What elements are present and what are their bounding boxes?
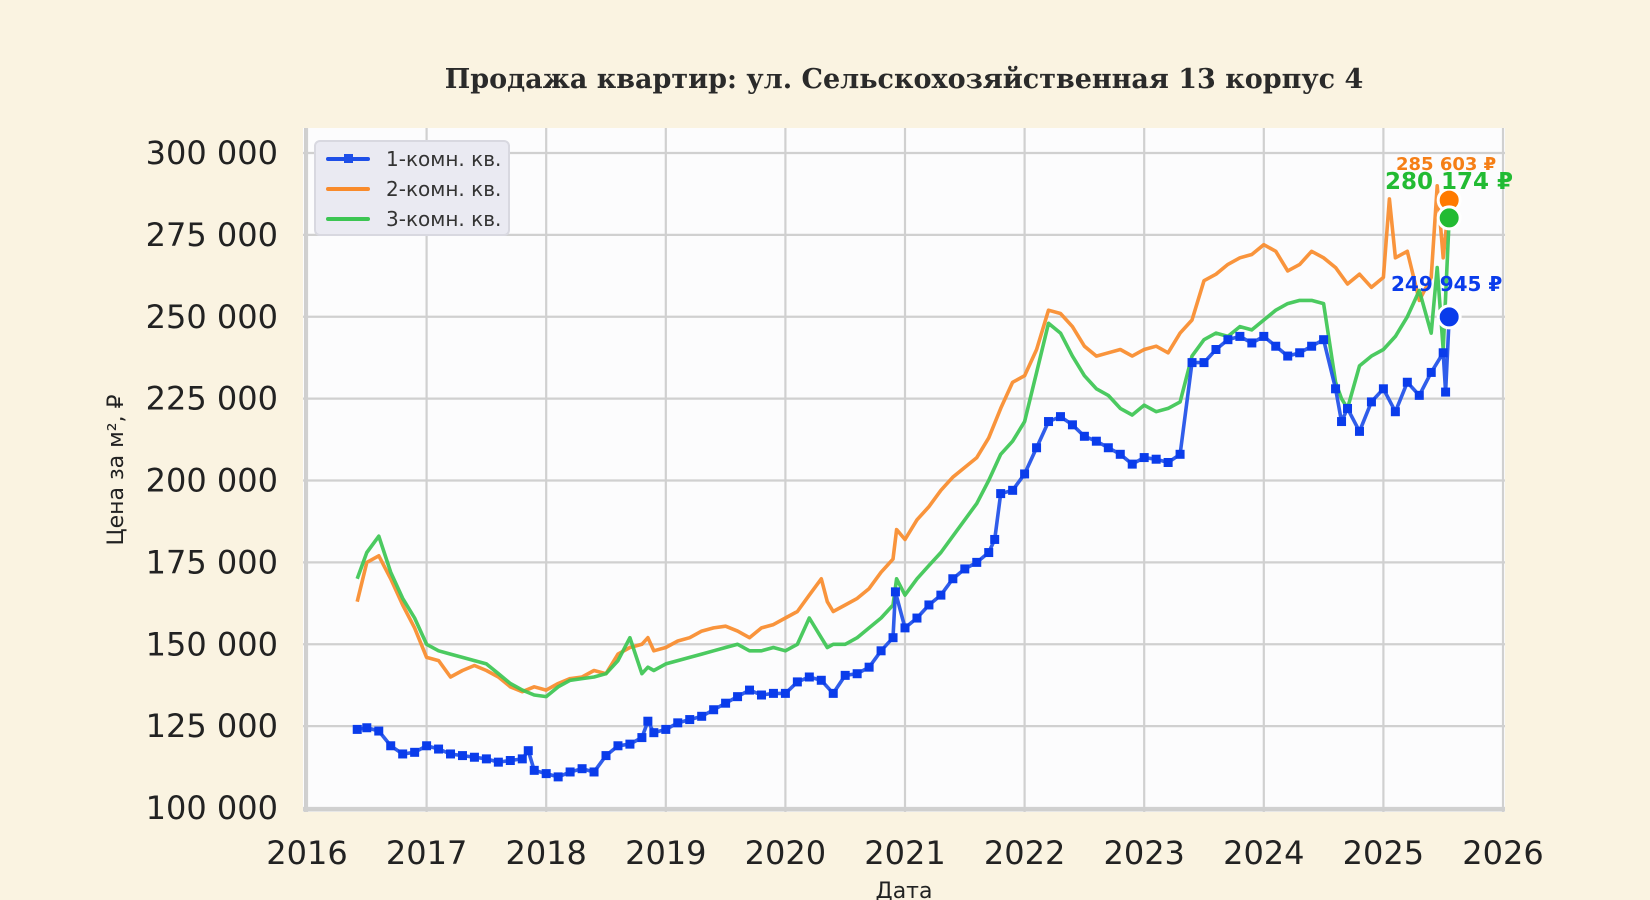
legend-item-1room: 1-комн. кв. xyxy=(326,146,501,172)
legend-line-square-marker-icon xyxy=(326,154,370,163)
y-tick-label: 300 000 xyxy=(146,134,278,172)
last-value-dot xyxy=(1436,304,1462,330)
y-tick-label: 125 000 xyxy=(146,707,278,745)
x-tick-label: 2019 xyxy=(625,834,706,872)
legend-item-3room: 3-комн. кв. xyxy=(326,206,501,232)
last-value-dot xyxy=(1436,205,1462,231)
x-tick-label: 2025 xyxy=(1343,834,1424,872)
y-tick-label: 150 000 xyxy=(146,625,278,663)
y-axis-label: Цена за м², ₽ xyxy=(104,394,129,545)
x-tick-label: 2026 xyxy=(1462,834,1543,872)
x-tick-label: 2022 xyxy=(984,834,1065,872)
y-tick-label: 275 000 xyxy=(146,216,278,254)
chart-title: Продажа квартир: ул. Сельскохозяйственна… xyxy=(444,64,1364,95)
series-1room xyxy=(352,312,1454,782)
legend-label: 3-комн. кв. xyxy=(386,207,502,231)
y-tick-label: 250 000 xyxy=(146,298,278,336)
x-tick-label: 2021 xyxy=(864,834,945,872)
legend: 1-комн. кв. 2-комн. кв. 3-комн. кв. xyxy=(314,140,510,236)
legend-item-2room: 2-комн. кв. xyxy=(326,176,501,202)
legend-label: 2-комн. кв. xyxy=(386,177,502,201)
y-tick-label: 225 000 xyxy=(146,380,278,418)
y-tick-label: 200 000 xyxy=(146,462,278,500)
y-tick-label: 100 000 xyxy=(146,789,278,827)
annotation-3room-last-price: 280 174 ₽ xyxy=(1385,169,1514,195)
x-tick-label: 2024 xyxy=(1223,834,1304,872)
x-tick-label: 2020 xyxy=(745,834,826,872)
x-tick-label: 2016 xyxy=(266,834,347,872)
y-tick-label: 175 000 xyxy=(146,543,278,581)
x-tick-label: 2023 xyxy=(1103,834,1184,872)
x-tick-label: 2018 xyxy=(505,834,586,872)
legend-label: 1-комн. кв. xyxy=(386,147,502,171)
annotation-1room-last-price: 249 945 ₽ xyxy=(1391,272,1503,296)
legend-line-icon xyxy=(326,217,370,221)
annotation-2room-last-price: 285 603 ₽ xyxy=(1396,154,1497,175)
x-tick-label: 2017 xyxy=(386,834,467,872)
series-3room xyxy=(355,217,1451,699)
legend-line-icon xyxy=(326,187,370,191)
series-2room xyxy=(355,184,1451,694)
x-axis-label: Дата xyxy=(876,879,933,900)
